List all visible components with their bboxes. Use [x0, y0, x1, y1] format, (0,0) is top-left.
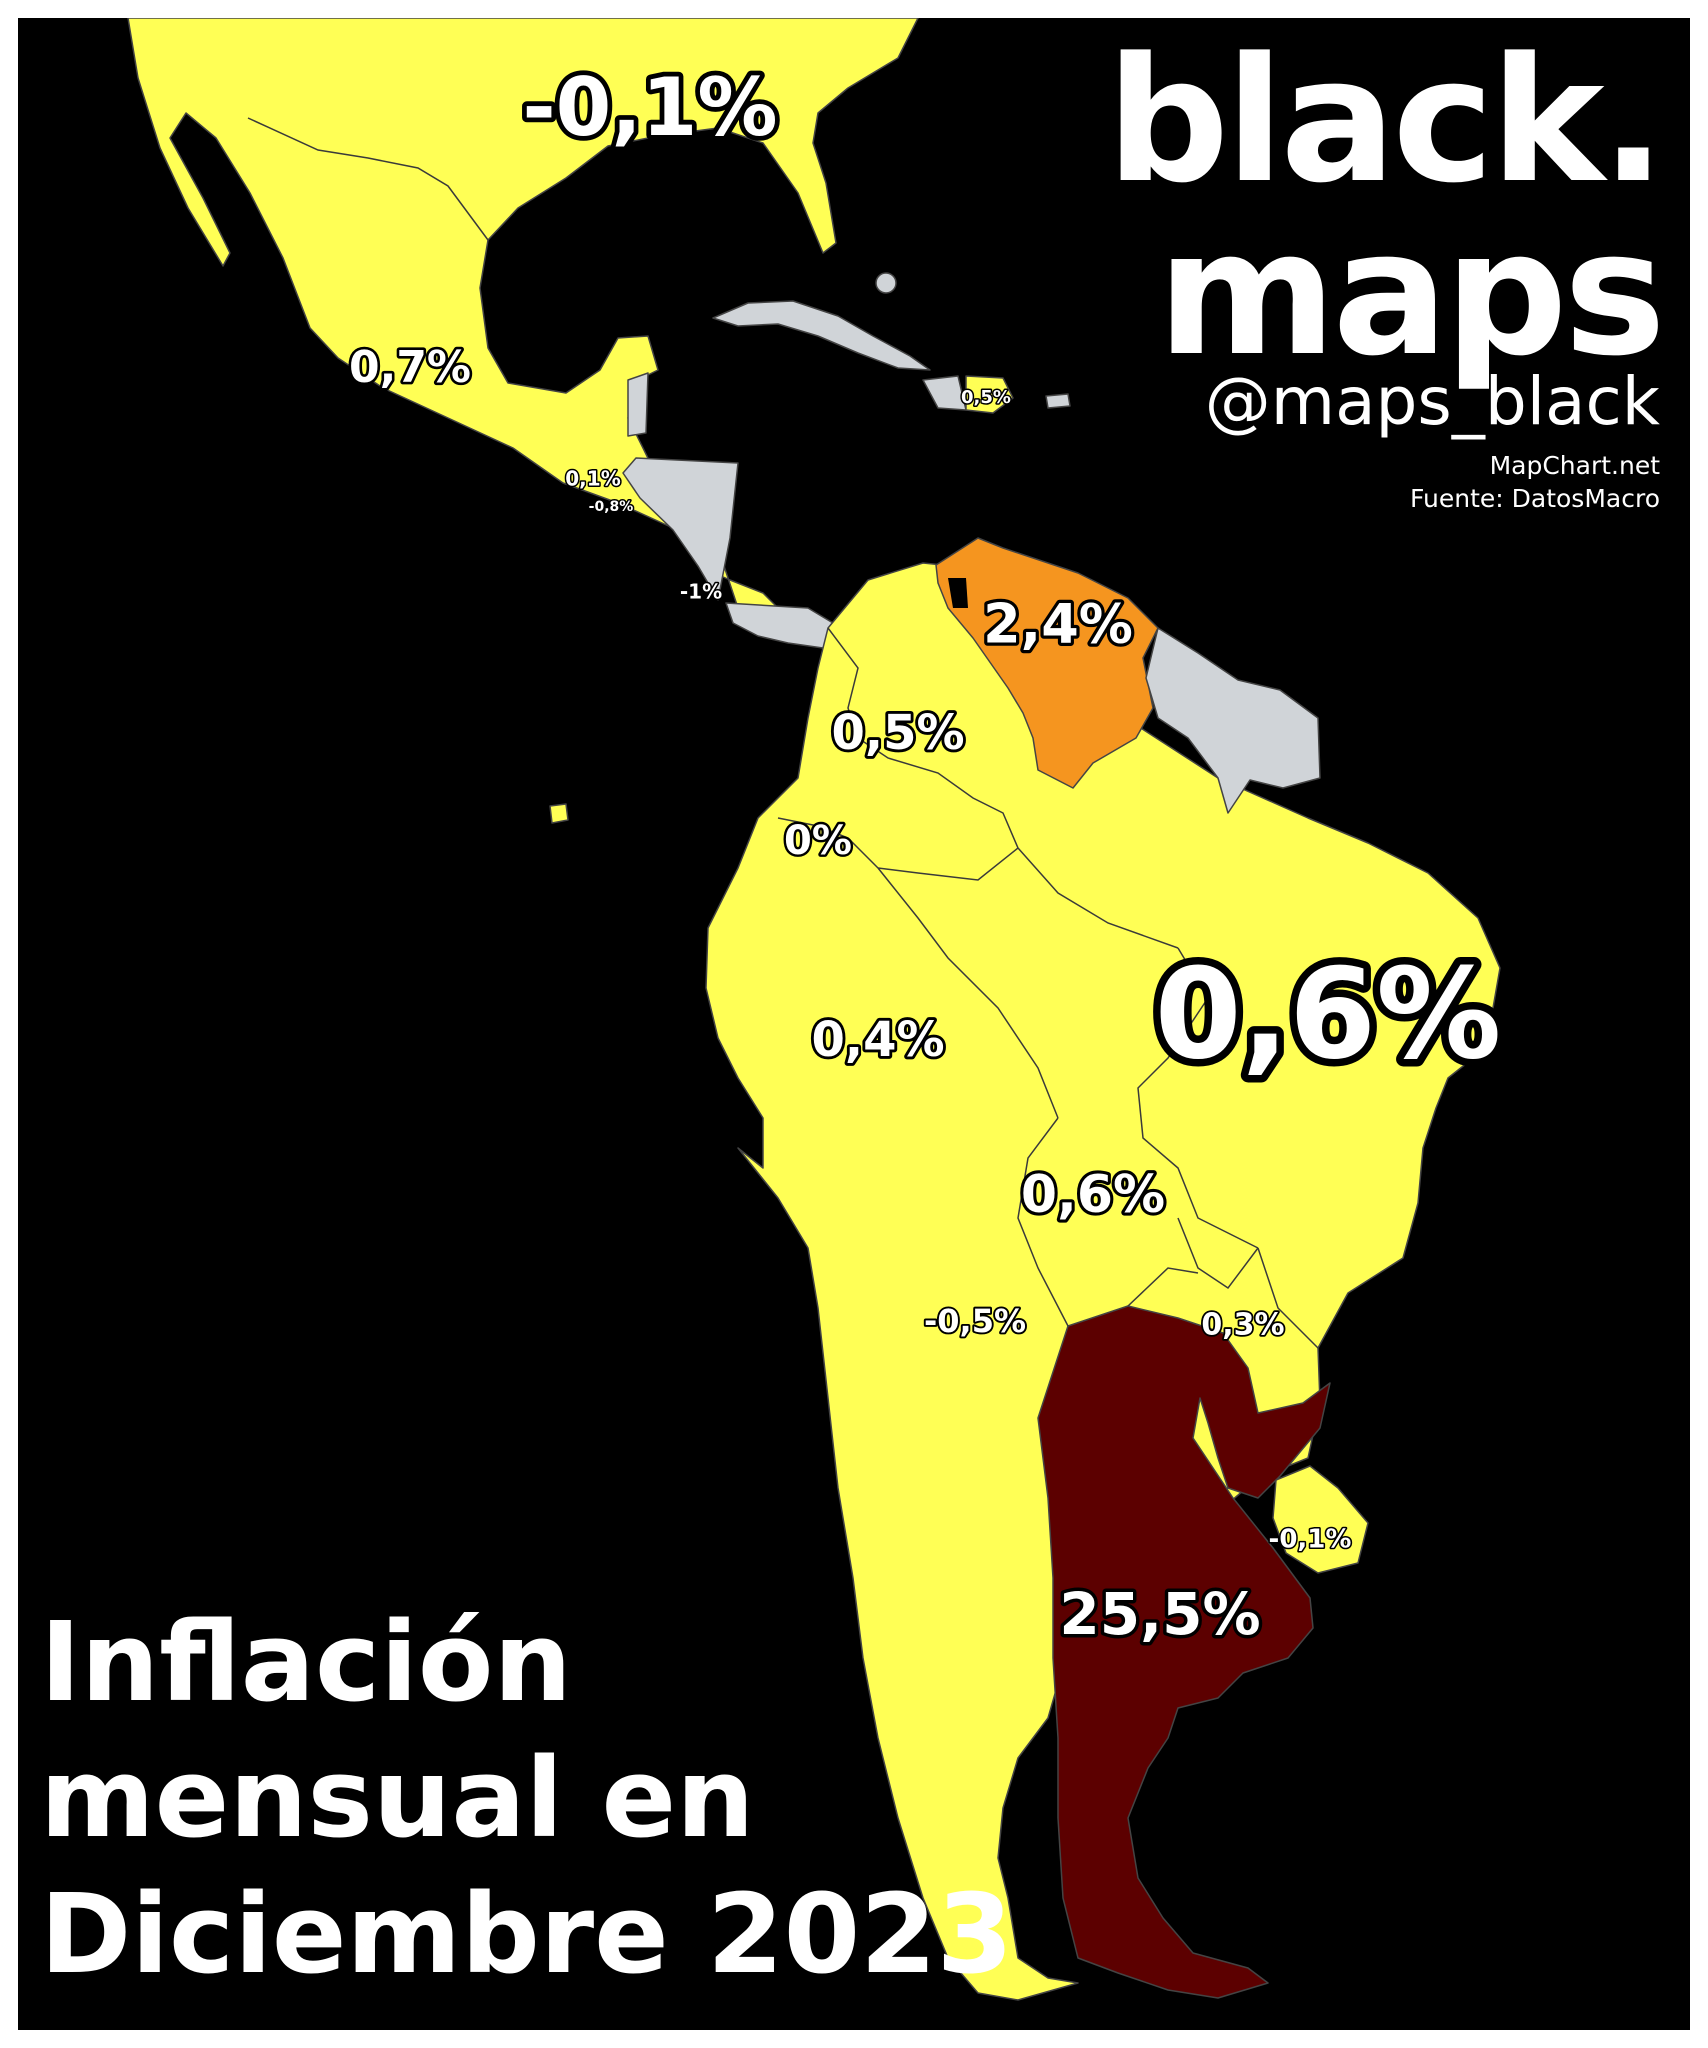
- region-argentina: [1037, 1305, 1331, 1999]
- value-label: 0,6%: [1021, 1165, 1165, 1225]
- value-label: -0,1%: [1269, 1525, 1352, 1555]
- value-label: 0,1%: [565, 467, 620, 491]
- region-belize: [627, 372, 649, 437]
- value-label: -0,5%: [924, 1302, 1026, 1340]
- value-label: 0,7%: [349, 342, 471, 393]
- social-handle: @maps_black: [1204, 363, 1660, 440]
- value-label: 0,6%: [1155, 942, 1502, 1087]
- region-puerto-rico: [1045, 393, 1071, 409]
- region-galapagos: [549, 803, 569, 824]
- credit-tool: MapChart.net: [1489, 451, 1660, 480]
- lake-maracaibo: [948, 578, 968, 608]
- region-guianas: [1145, 627, 1321, 814]
- value-label: 0,5%: [831, 705, 964, 761]
- region-uruguay: [1272, 1465, 1369, 1574]
- region-bahamas: [875, 272, 897, 294]
- credit-source: Fuente: DatosMacro: [1410, 484, 1660, 513]
- value-label: -0,1%: [522, 61, 777, 154]
- value-label: 0,3%: [1201, 1308, 1284, 1343]
- value-label: -1%: [680, 580, 722, 604]
- map-title: Inflación mensual en Diciembre 2023: [40, 1594, 1013, 2002]
- region-cuba: [712, 300, 931, 371]
- value-label: -0,8%: [589, 499, 634, 515]
- brand-line-2: maps: [1157, 193, 1666, 394]
- region-panama: [725, 602, 834, 649]
- map-frame: -0,1% 0,7% 0,5% 0,1% -0,8% -1% 2,4% 0,5% 0% 0,6% 0…: [18, 18, 1690, 2030]
- country-borders: [247, 117, 1319, 1349]
- region-honduras-nicaragua: [622, 457, 739, 601]
- title-line-3: Diciembre 2023: [40, 1870, 1014, 1998]
- region-haiti: [922, 375, 967, 411]
- title-line-2: mensual en: [40, 1734, 755, 1862]
- value-label: 25,5%: [1059, 1580, 1260, 1648]
- brand-line-1: black.: [1106, 20, 1666, 221]
- value-label: 0,4%: [811, 1012, 944, 1068]
- value-label: 2,4%: [983, 593, 1133, 656]
- region-venezuela: [935, 537, 1159, 789]
- region-south-america: [705, 562, 1501, 2001]
- region-dominican-republic: [965, 375, 1014, 414]
- value-label: 0,5%: [961, 387, 1011, 408]
- title-line-1: Inflación: [40, 1598, 572, 1726]
- value-label: 0%: [784, 818, 852, 864]
- inflation-map: -0,1% 0,7% 0,5% 0,1% -0,8% -1% 2,4% 0,5% 0% 0,6% 0…: [127, 18, 1509, 2001]
